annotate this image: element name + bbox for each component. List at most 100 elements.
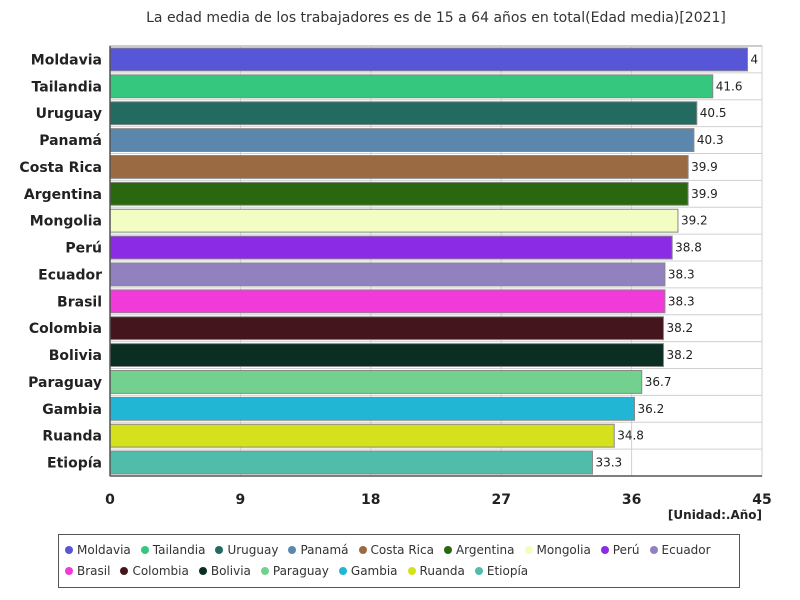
legend-swatch bbox=[65, 545, 73, 554]
legend-label: Brasil bbox=[77, 563, 111, 578]
bar-bolivia bbox=[109, 343, 664, 367]
legend-swatch bbox=[443, 545, 452, 554]
legend-item: Bolivia bbox=[198, 560, 251, 581]
legend-item: Argentina bbox=[443, 539, 515, 560]
category-label: Etiopía bbox=[47, 456, 102, 472]
category-label: Costa Rica bbox=[19, 160, 102, 176]
legend-item: Ecuador bbox=[649, 539, 711, 560]
category-label: Gambia bbox=[42, 402, 102, 418]
bar-panamá bbox=[109, 128, 695, 152]
value-label: 38.3 bbox=[668, 294, 695, 308]
legend-label: Colombia bbox=[132, 563, 189, 578]
category-label: Uruguay bbox=[36, 106, 102, 122]
legend-label: Paraguay bbox=[272, 563, 329, 578]
legend-label: Gambia bbox=[350, 563, 398, 578]
value-label: 40.3 bbox=[697, 133, 724, 147]
legend-item: Mongolia bbox=[524, 539, 591, 560]
legend-item: Gambia bbox=[338, 560, 398, 581]
legend-label: Costa Rica bbox=[370, 542, 434, 557]
bar-tailandia bbox=[109, 74, 714, 99]
value-label: 39.9 bbox=[691, 187, 718, 201]
x-tick-label: 0 bbox=[105, 492, 115, 508]
legend: Moldavia Tailandia Uruguay Panamá Costa Rica… bbox=[58, 534, 740, 588]
value-label: 4 bbox=[751, 52, 759, 66]
bar-costa-rica bbox=[109, 155, 689, 179]
legend-item: Uruguay bbox=[215, 539, 278, 560]
category-label: Perú bbox=[65, 241, 102, 257]
category-label: Panamá bbox=[39, 133, 102, 149]
value-label: 40.5 bbox=[700, 106, 727, 120]
legend-swatch bbox=[600, 545, 609, 554]
legend-label: Moldavia bbox=[77, 542, 131, 557]
bar-perú bbox=[109, 235, 673, 260]
legend-label: Bolivia bbox=[210, 563, 251, 578]
value-label: 36.2 bbox=[637, 402, 664, 416]
category-label: Mongolia bbox=[30, 214, 102, 230]
bar-moldavia bbox=[109, 47, 749, 72]
legend-label: Tailandia bbox=[152, 542, 206, 557]
value-label: 36.7 bbox=[645, 375, 672, 389]
category-label: Argentina bbox=[24, 187, 102, 203]
legend-swatch bbox=[288, 545, 297, 554]
value-label: 41.6 bbox=[716, 79, 743, 93]
legend-label: Mongolia bbox=[536, 542, 591, 557]
category-label: Paraguay bbox=[28, 375, 102, 391]
bar-argentina bbox=[109, 181, 689, 206]
legend-swatch bbox=[260, 566, 269, 575]
legend-swatch bbox=[407, 566, 416, 575]
bar-colombia bbox=[109, 316, 664, 341]
legend-item: Colombia bbox=[120, 560, 189, 581]
legend-label: Uruguay bbox=[227, 542, 279, 557]
legend-swatch bbox=[140, 545, 149, 554]
chart-title: La edad media de los trabajadores es de … bbox=[146, 10, 726, 26]
legend-label: Ecuador bbox=[661, 542, 711, 557]
value-label: 38.3 bbox=[668, 267, 695, 281]
legend-label: Argentina bbox=[455, 542, 515, 557]
category-label: Colombia bbox=[29, 321, 102, 337]
value-label: 38.8 bbox=[675, 241, 702, 255]
x-tick-label: 36 bbox=[622, 492, 641, 508]
legend-item: Costa Rica bbox=[358, 539, 434, 560]
x-tick-label: 45 bbox=[752, 492, 771, 508]
legend-item: Paraguay bbox=[260, 560, 329, 581]
legend-item: Panamá bbox=[288, 539, 349, 560]
category-label: Tailandia bbox=[32, 79, 102, 95]
legend-label: Perú bbox=[612, 542, 640, 557]
legend-item: Brasil bbox=[65, 560, 110, 581]
x-tick-label: 27 bbox=[491, 492, 510, 508]
x-tick-label: 18 bbox=[361, 492, 380, 508]
legend-label: Etiopía bbox=[486, 563, 529, 578]
legend-item: Etiopía bbox=[474, 560, 529, 581]
category-label: Brasil bbox=[57, 294, 102, 310]
legend-item: Tailandia bbox=[140, 539, 206, 560]
category-label: Moldavia bbox=[31, 52, 102, 68]
bar-uruguay bbox=[109, 101, 698, 126]
value-label: 38.2 bbox=[666, 348, 693, 362]
legend-item: Ruanda bbox=[407, 560, 465, 581]
x-tick-label: 9 bbox=[236, 492, 246, 508]
legend-swatch bbox=[474, 566, 483, 575]
legend-item: Perú bbox=[600, 539, 640, 560]
legend-swatch bbox=[215, 545, 224, 554]
legend-swatch bbox=[120, 566, 129, 575]
legend-swatch bbox=[65, 566, 73, 575]
legend-swatch bbox=[358, 545, 367, 554]
bar-gambia bbox=[109, 396, 635, 421]
category-label: Ruanda bbox=[42, 429, 102, 445]
legend-label: Panamá bbox=[300, 542, 349, 557]
legend-swatch bbox=[649, 545, 658, 554]
bar-ecuador bbox=[109, 262, 666, 287]
legend-item: Moldavia bbox=[65, 539, 131, 560]
bar-etiopía bbox=[109, 450, 593, 475]
bar-mongolia bbox=[109, 208, 679, 233]
value-label: 33.3 bbox=[595, 456, 622, 470]
value-label: 38.2 bbox=[666, 321, 693, 335]
legend-swatch bbox=[524, 545, 533, 554]
category-label: Ecuador bbox=[38, 267, 102, 283]
value-label: 34.8 bbox=[617, 429, 644, 443]
category-label: Bolivia bbox=[49, 348, 102, 364]
legend-swatch bbox=[198, 566, 207, 575]
unit-label: [Unidad:.Año] bbox=[667, 508, 762, 522]
bar-ruanda bbox=[109, 423, 615, 448]
